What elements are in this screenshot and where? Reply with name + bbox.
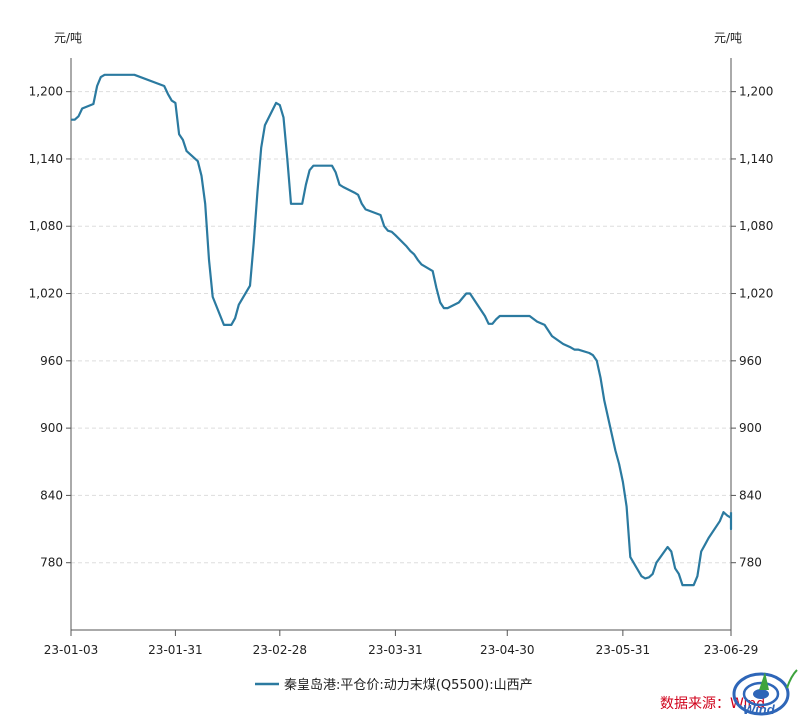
series-group bbox=[71, 73, 733, 587]
y-axis-unit-left: 元/吨 bbox=[54, 31, 82, 45]
x-tick-label: 23-03-31 bbox=[368, 643, 422, 657]
x-tick-label: 23-01-03 bbox=[44, 643, 98, 657]
y-tick-label-right: 960 bbox=[739, 354, 762, 368]
x-tick-label: 23-02-28 bbox=[253, 643, 307, 657]
y-tick-label-left: 960 bbox=[40, 354, 63, 368]
x-ticks: 23-01-03 23-01-31 23-02-28 23-03-31 23-04-30… bbox=[44, 630, 758, 657]
y-tick-label-left: 780 bbox=[40, 556, 63, 570]
wind-logo: Wind bbox=[732, 669, 798, 717]
y-tick-label-left: 840 bbox=[40, 488, 63, 502]
y-tick-label-right: 780 bbox=[739, 556, 762, 570]
y-ticks: 780 780 840 840 900 900 960 960 1,020 1,020 1,080 1… bbox=[29, 85, 774, 570]
y-tick-label-left: 900 bbox=[40, 421, 63, 435]
legend-label: 秦皇岛港:平仓价:动力末煤(Q5500):山西产 bbox=[284, 677, 533, 693]
axes bbox=[70, 58, 732, 631]
y-tick-label-left: 1,020 bbox=[29, 287, 63, 301]
gridlines bbox=[71, 91, 731, 564]
series-line bbox=[71, 73, 733, 587]
y-tick-label-left: 1,200 bbox=[29, 85, 63, 99]
y-tick-label-left: 1,080 bbox=[29, 219, 63, 233]
source-block: 数据来源：Wind bbox=[660, 696, 765, 712]
y-tick-label-right: 1,080 bbox=[739, 219, 773, 233]
y-tick-label-right: 1,020 bbox=[739, 287, 773, 301]
y-tick-label-right: 900 bbox=[739, 421, 762, 435]
y-tick-label-right: 1,200 bbox=[739, 85, 773, 99]
y-tick-label-right: 1,140 bbox=[739, 152, 773, 166]
x-tick-label: 23-01-31 bbox=[148, 643, 202, 657]
x-tick-label: 23-04-30 bbox=[480, 643, 534, 657]
wind-logo-text: Wind bbox=[743, 702, 776, 717]
source-label: 数据来源：Wind bbox=[660, 696, 765, 712]
legend[interactable]: 秦皇岛港:平仓价:动力末煤(Q5500):山西产 bbox=[255, 677, 533, 693]
x-tick-label: 23-06-29 bbox=[704, 643, 758, 657]
y-tick-label-right: 840 bbox=[739, 488, 762, 502]
x-tick-label: 23-05-31 bbox=[596, 643, 650, 657]
y-axis-unit-right: 元/吨 bbox=[714, 31, 742, 45]
y-tick-label-left: 1,140 bbox=[29, 152, 63, 166]
